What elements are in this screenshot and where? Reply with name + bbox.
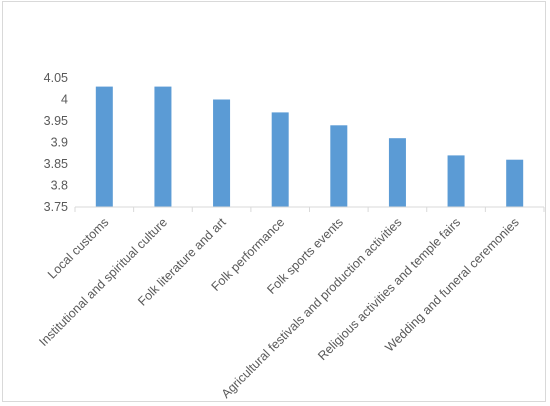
bar xyxy=(154,86,172,207)
y-tick-label: 3.8 xyxy=(51,179,68,193)
y-tick-label: 3.95 xyxy=(44,114,68,128)
y-tick-label: 3.9 xyxy=(51,136,68,150)
bar xyxy=(330,125,348,207)
bar xyxy=(213,99,231,207)
y-tick-label: 3.85 xyxy=(44,157,68,171)
bar xyxy=(271,112,289,207)
bar xyxy=(95,86,113,207)
bar xyxy=(447,155,465,207)
y-tick-label: 4 xyxy=(61,93,68,107)
y-tick-label: 3.75 xyxy=(44,200,68,214)
x-category-label: Institutional and spiritual culture xyxy=(36,215,170,349)
x-axis-tick-marks xyxy=(74,207,545,212)
x-category-label: Local customs xyxy=(45,215,111,281)
y-axis-ticks: 3.75 3.8 3.85 3.9 3.95 4 4.05 xyxy=(44,71,68,214)
bar xyxy=(506,159,524,207)
y-tick-label: 4.05 xyxy=(44,71,68,85)
bars xyxy=(95,86,524,207)
bar xyxy=(388,138,406,207)
